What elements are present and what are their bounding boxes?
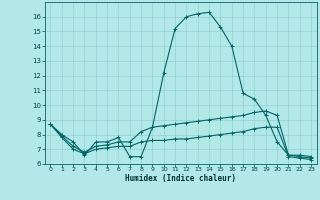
X-axis label: Humidex (Indice chaleur): Humidex (Indice chaleur) [125,174,236,183]
